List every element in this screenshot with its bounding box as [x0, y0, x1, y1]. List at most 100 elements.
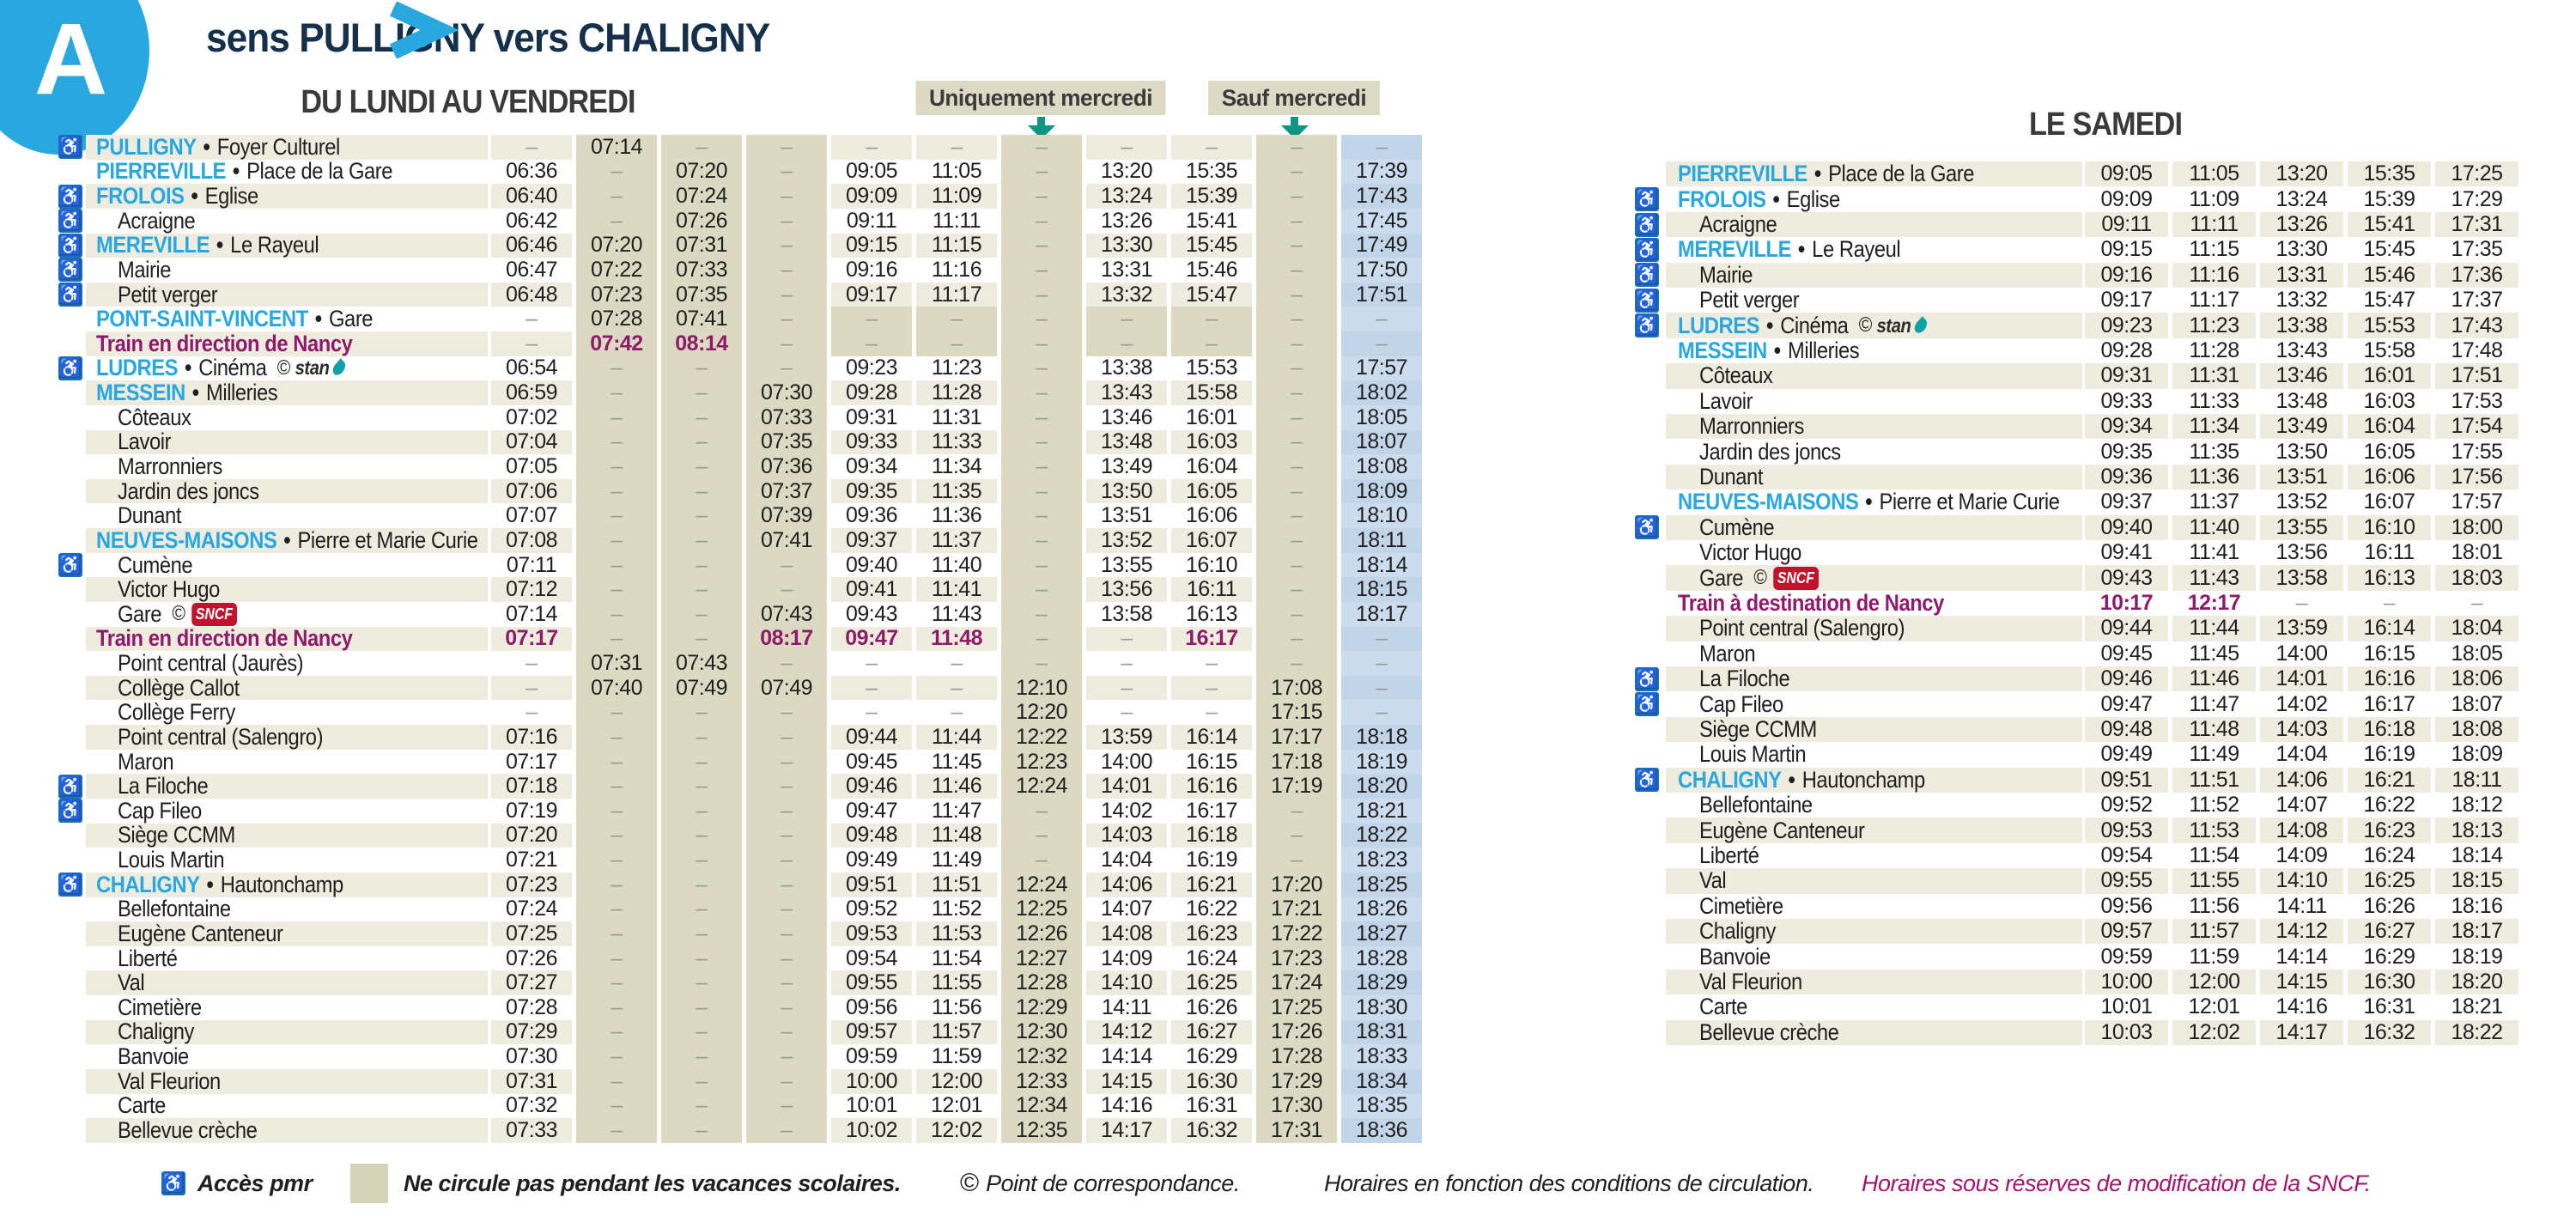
time-cell: 17:54 [2435, 414, 2518, 440]
time-cell: – [746, 1044, 827, 1069]
departure-time: 13:51 [1100, 503, 1153, 528]
departure-time: 11:57 [2189, 919, 2239, 944]
departure-time: 12:27 [1015, 945, 1068, 970]
stop-name: Dunant [118, 502, 181, 529]
time-cell: 18:12 [2435, 793, 2518, 818]
time-cell: 15:53 [1171, 356, 1252, 381]
departure-time: 06:46 [505, 233, 558, 258]
time-cell: 18:15 [1341, 577, 1422, 602]
no-service-dash: – [781, 700, 793, 725]
time-cell: – [576, 454, 657, 479]
time-cell: 09:57 [2085, 919, 2168, 945]
time-cell: – [1001, 429, 1082, 455]
wheelchair-icon: ♿ [1635, 515, 1659, 540]
departure-time: 18:21 [1355, 798, 1408, 823]
stop-name: Acraigne [1699, 211, 1777, 238]
legend-pmr: ♿ Accès pmr [161, 1166, 313, 1201]
time-cell: 16:19 [2348, 742, 2431, 768]
no-service-dash: – [781, 208, 793, 233]
stop-name-cell: Train en direction de Nancy [86, 625, 488, 652]
departure-time: 18:17 [2451, 919, 2503, 944]
correspondence-icon: © [1858, 313, 1873, 337]
departure-time: 11:54 [931, 945, 982, 970]
stop-name-cell: MESSEIN • Milleries [86, 380, 488, 405]
departure-time: 13:48 [2275, 388, 2328, 413]
time-cell: 17:31 [1256, 1118, 1337, 1143]
departure-time: 17:55 [2451, 439, 2503, 464]
time-cell: 16:14 [2348, 616, 2431, 641]
departure-time: 14:07 [2275, 793, 2328, 818]
time-cell: 18:20 [2435, 969, 2518, 995]
no-service-dash: – [781, 921, 793, 945]
time-cell: 18:01 [2435, 540, 2518, 566]
departure-time: 11:51 [931, 872, 982, 897]
stop-sub-name: Mairie [118, 256, 172, 283]
departure-time: 07:29 [505, 1019, 558, 1044]
stop-main-name: CHALIGNY [96, 871, 200, 897]
departure-time: 07:35 [760, 429, 813, 454]
departure-time: 16:24 [2363, 842, 2415, 867]
departure-time: 17:35 [2451, 237, 2503, 262]
stop-name: Cumène [118, 552, 193, 579]
stop-name-cell: Cumène [86, 552, 488, 579]
time-cell: 12:25 [1001, 897, 1082, 922]
time-cell: – [2260, 590, 2343, 617]
stop-name-cell: Dunant [1666, 464, 2082, 490]
stop-sub-name: Eugène Canteneur [1699, 817, 1865, 843]
departure-time: 13:20 [2275, 161, 2328, 186]
stop-name: Train en direction de Nancy [96, 625, 353, 652]
departure-time: 14:09 [1100, 945, 1153, 970]
time-cell: 12:27 [1001, 946, 1082, 971]
departure-time: 15:45 [1185, 233, 1238, 258]
time-cell: 18:20 [1341, 774, 1422, 799]
stop-name-cell: Gare © SNCF [86, 601, 488, 627]
time-cell: – [661, 405, 742, 430]
time-cell: 12:02 [916, 1118, 997, 1143]
time-cell: 11:35 [2172, 439, 2256, 465]
time-cell: 09:28 [831, 380, 912, 405]
time-cell: 09:09 [2085, 186, 2168, 212]
stop-name: Cimetière [1699, 893, 1783, 920]
stop-name-cell: Cap Fileo [86, 798, 488, 824]
time-cell: 18:07 [1341, 429, 1422, 455]
departure-time: 11:59 [931, 1044, 982, 1069]
departure-time: 18:27 [1355, 921, 1408, 945]
departure-time: 13:24 [2275, 186, 2328, 211]
departure-time: 16:03 [2363, 388, 2415, 413]
stop-name-cell: PULLIGNY • Foyer Culturel [86, 134, 488, 160]
departure-time: 07:22 [590, 257, 643, 282]
departure-time: 09:33 [845, 429, 898, 454]
stop-name: La Filoche [1699, 666, 1790, 692]
stop-sub-name: Banvoie [1699, 943, 1771, 970]
time-cell: – [576, 848, 657, 872]
departure-time: 07:23 [590, 282, 643, 307]
departure-time: 11:49 [931, 848, 982, 872]
time-cell: – [661, 479, 742, 504]
time-cell: 13:51 [1086, 503, 1167, 529]
time-cell: 14:11 [2260, 893, 2343, 919]
no-service-dash: – [781, 331, 793, 356]
departure-time: 11:16 [931, 257, 982, 282]
time-cell: 13:30 [1086, 233, 1167, 258]
time-cell: 16:24 [1171, 946, 1252, 971]
time-cell: 11:11 [916, 209, 997, 234]
stop-name-cell: Carte [1666, 994, 2082, 1020]
no-service-dash: – [781, 1019, 793, 1044]
departure-time: 07:49 [760, 675, 813, 700]
stop-main-name: PONT-SAINT-VINCENT [96, 306, 308, 332]
departure-time: 17:31 [1270, 1118, 1323, 1142]
departure-time: 09:53 [2100, 818, 2153, 842]
time-cell: 07:14 [491, 602, 572, 627]
time-cell: 07:16 [491, 725, 572, 750]
time-cell: – [746, 1069, 827, 1094]
time-cell: 14:09 [2260, 842, 2343, 869]
time-cell: 07:28 [576, 307, 657, 332]
time-cell: 17:23 [1256, 946, 1337, 971]
no-service-dash: – [1291, 626, 1303, 651]
time-cell: 09:43 [2085, 565, 2168, 591]
no-service-dash: – [1036, 208, 1048, 233]
time-cell: 11:23 [2172, 313, 2256, 338]
stop-name: MESSEIN • Milleries [1678, 337, 1860, 364]
departure-time: 11:48 [2189, 716, 2239, 741]
no-service-dash: – [1036, 307, 1048, 331]
